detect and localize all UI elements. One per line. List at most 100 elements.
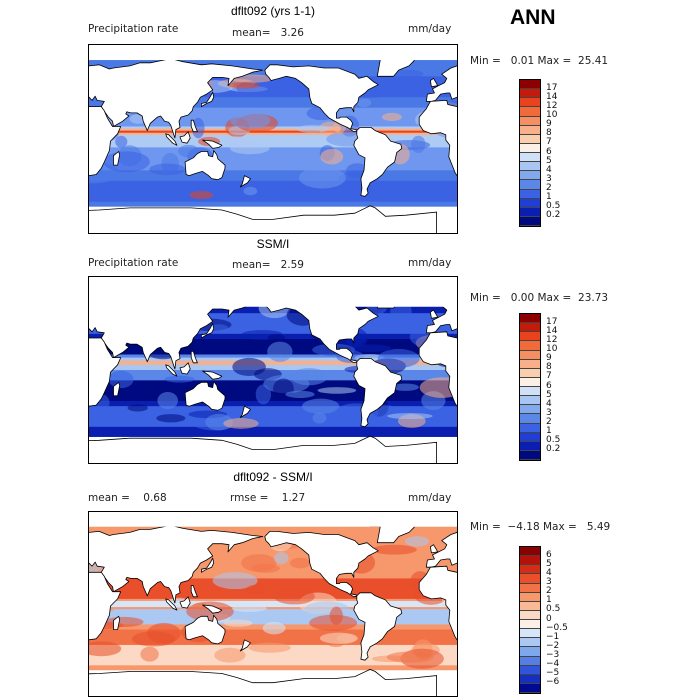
land-sumatra [165, 598, 178, 611]
colorbar-tick-label: 12 [546, 100, 558, 111]
colorbar-tick-label: 6 [546, 146, 552, 157]
land-borneo [179, 362, 191, 375]
precip-map [88, 44, 458, 234]
colorbar [519, 313, 541, 461]
colorbar-tick-label: 9 [546, 353, 552, 364]
colorbar-swatch [520, 323, 540, 333]
colorbar-tick-label: 3 [546, 173, 552, 184]
colorbar-tick-label: 6 [546, 549, 552, 560]
colorbar [519, 79, 541, 227]
colorbar-swatch [520, 189, 540, 199]
land-newzealand [239, 639, 251, 652]
colorbar-tick-label: 12 [546, 334, 558, 345]
colorbar-tick-label: 0 [546, 613, 552, 624]
colorbar-swatch [520, 565, 540, 575]
variable-label: Precipitation rate [88, 23, 179, 35]
colorbar-tick-label: 6 [546, 380, 552, 391]
land-samerica [353, 592, 403, 661]
colorbar-tick-label: 14 [546, 91, 558, 102]
colorbar-swatch [520, 583, 540, 593]
land-namerica [264, 64, 379, 133]
land-newzealand [239, 405, 251, 418]
colorbar-swatch [520, 350, 540, 360]
colorbar-tick-label: 4 [546, 164, 552, 175]
variable-label: Precipitation rate [88, 257, 179, 269]
land-africa [89, 337, 122, 407]
colorbar-tick-label: 4 [546, 567, 552, 578]
panel-title: SSM/I [256, 237, 290, 251]
colorbar [519, 546, 541, 694]
colorbar-swatch [520, 216, 540, 226]
land-philippines [190, 351, 198, 364]
colorbar-tick-label: 5 [546, 389, 552, 400]
map-canvas [89, 512, 457, 696]
colorbar-tick-label: 0.5 [546, 604, 561, 615]
colorbar-swatch [520, 665, 540, 675]
land-australia [184, 614, 226, 645]
min-max-stats: Min = −4.18 Max = 5.49 [470, 521, 611, 533]
colorbar-swatch [520, 414, 540, 424]
precip-map [88, 276, 458, 464]
land-africa [418, 331, 457, 407]
colorbar-tick-label: 3 [546, 577, 552, 587]
colorbar-tick-label: 17 [546, 316, 558, 327]
colorbar-swatch [520, 405, 540, 415]
land-samerica [353, 127, 403, 197]
colorbar-swatch [520, 683, 540, 693]
colorbar-tick-label: 8 [546, 128, 552, 139]
panel-obs: SSM/I Precipitation rate mean= 2.59 mm/d… [0, 233, 700, 466]
land-eurasia [425, 531, 457, 568]
colorbar-tick-label: 0.5 [546, 435, 561, 446]
colorbar-tick-label: 1 [546, 595, 552, 606]
map-canvas [89, 277, 457, 463]
colorbar-tick-label: 2 [546, 586, 552, 597]
colorbar-labels: 17 14 12 10 9 8 7 6 5 4 3 2 1 0.5 0.2 [546, 313, 576, 459]
land-uk [430, 544, 438, 554]
land-borneo [179, 596, 191, 609]
colorbar-tick-label: 3 [546, 407, 552, 418]
map-canvas [89, 45, 457, 233]
colorbar-swatch [520, 134, 540, 144]
colorbar-tick-label: −3 [546, 650, 560, 660]
panel-title: dflt092 - SSM/I [233, 470, 313, 484]
colorbar-tick-label: −6 [546, 677, 560, 688]
land-uk [430, 309, 438, 319]
colorbar-swatch [520, 574, 540, 584]
colorbar-swatch [520, 556, 540, 566]
colorbar-swatch [520, 332, 540, 342]
panel-title: dflt092 (yrs 1-1) [230, 4, 316, 18]
colorbar-labels: 6 5 4 3 2 1 0.5 0 −0.5 −1 −2 −3 −4 −5 −6 [546, 546, 576, 692]
land-africa [418, 100, 457, 176]
colorbar-tick-label: −5 [546, 668, 560, 679]
min-max-stats: Min = 0.00 Max = 23.73 [470, 292, 609, 304]
colorbar-swatch [520, 396, 540, 406]
land-australia [184, 381, 226, 411]
land-namerica [264, 531, 379, 598]
colorbar-tick-label: 14 [546, 325, 558, 336]
colorbar-tick-label: 7 [546, 137, 552, 148]
land-newzealand [239, 175, 251, 188]
colorbar-tick-label: 17 [546, 82, 558, 93]
colorbar-swatch [520, 198, 540, 208]
colorbar-tick-label: 8 [546, 362, 552, 373]
colorbar-swatch [520, 107, 540, 117]
land-uk [430, 78, 438, 88]
units-label: mm/day [408, 257, 452, 269]
mean-label: mean= 3.26 [232, 27, 304, 39]
units-label: mm/day [408, 23, 452, 35]
colorbar-swatch [520, 620, 540, 630]
colorbar-swatch [520, 592, 540, 602]
land-madagascar [113, 151, 121, 166]
land-japan [201, 91, 215, 107]
land-japan [201, 323, 215, 339]
land-newguinea [202, 370, 223, 380]
colorbar-tick-label: 0.5 [546, 201, 561, 212]
colorbar-swatch [520, 89, 540, 99]
colorbar-swatch [520, 647, 540, 657]
colorbar-swatch [520, 207, 540, 217]
colorbar-tick-label: −2 [546, 640, 560, 651]
land-africa [418, 565, 457, 641]
land-newguinea [202, 139, 223, 149]
mean-label: mean= 2.59 [232, 259, 304, 271]
colorbar-swatch [520, 314, 540, 324]
